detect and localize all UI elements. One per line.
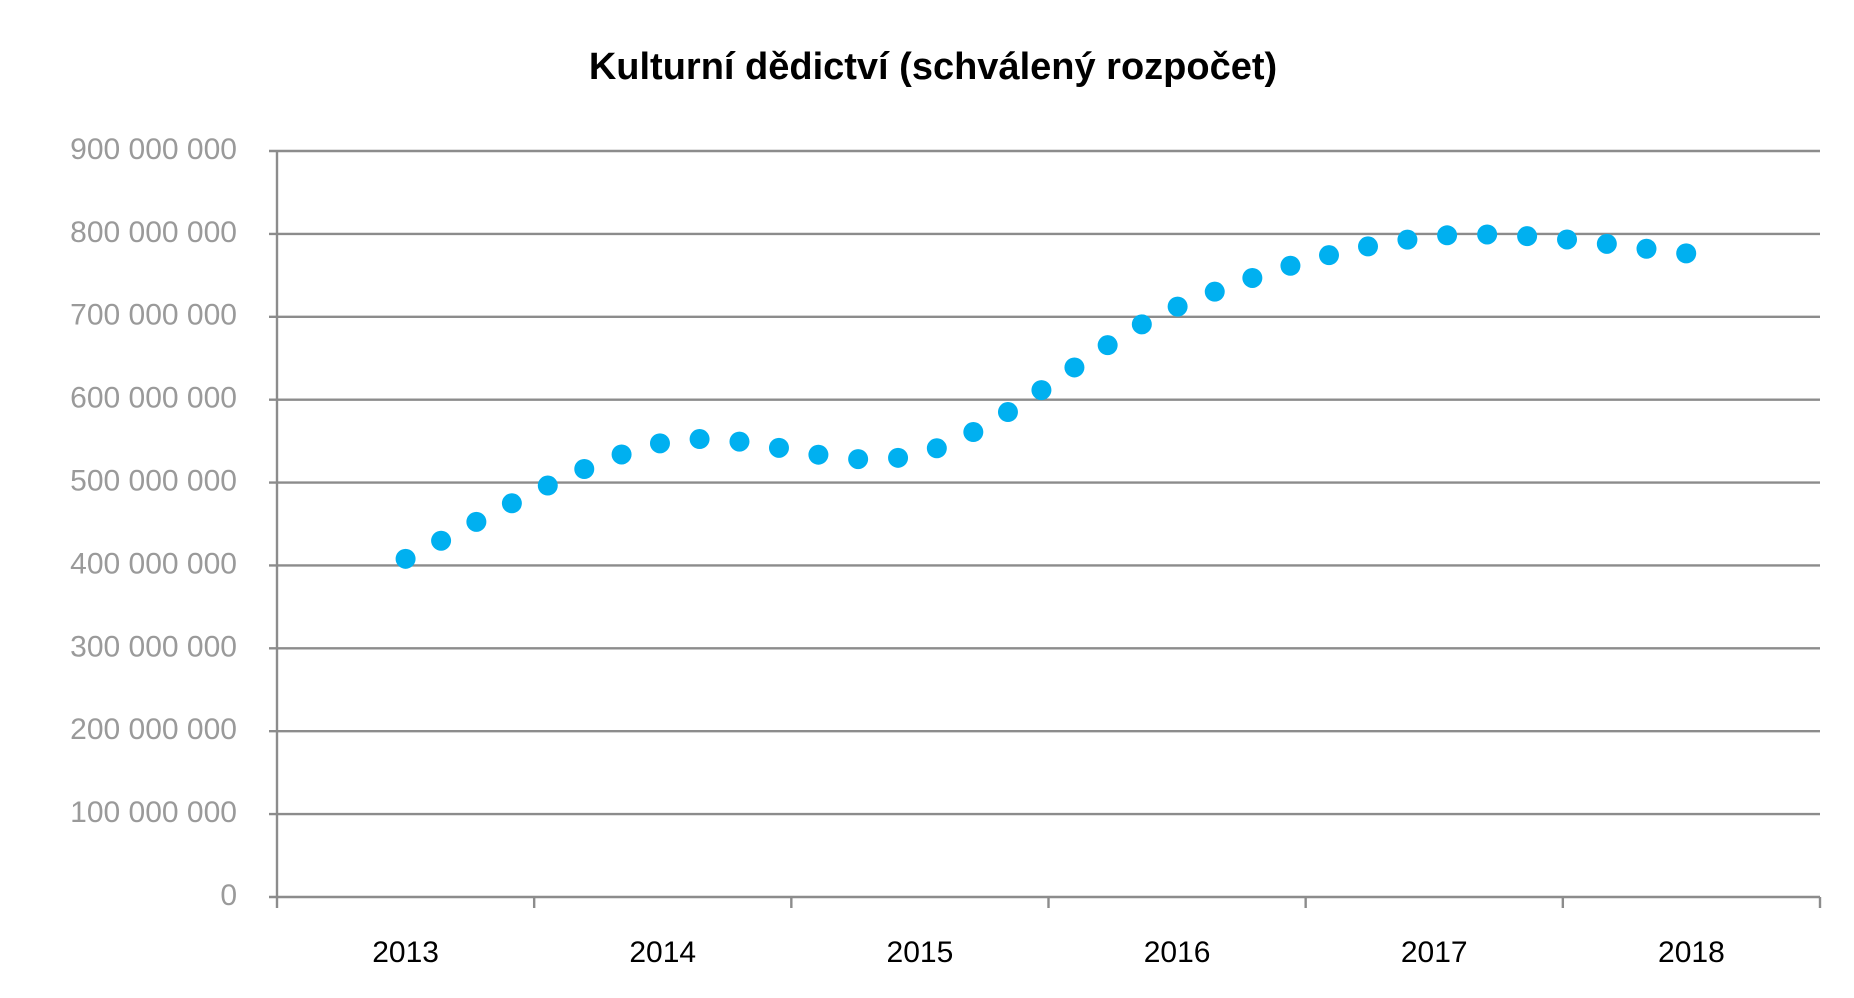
- x-tick-label: 2013: [372, 936, 439, 969]
- y-tick-label: 100 000 000: [70, 796, 237, 829]
- y-tick-label: 0: [220, 879, 237, 912]
- y-tick-label: 900 000 000: [70, 133, 237, 166]
- y-tick-label: 800 000 000: [70, 216, 237, 249]
- y-tick-label: 500 000 000: [70, 464, 237, 497]
- chart-title: Kulturní dědictví (schválený rozpočet): [589, 46, 1277, 88]
- y-tick-label: 400 000 000: [70, 547, 237, 580]
- x-tick-label: 2018: [1658, 936, 1725, 969]
- y-tick-label: 300 000 000: [70, 630, 237, 663]
- x-tick-label: 2014: [629, 936, 696, 969]
- x-tick-label: 2017: [1401, 936, 1468, 969]
- x-tick-label: 2015: [887, 936, 954, 969]
- y-tick-label: 200 000 000: [70, 713, 237, 746]
- x-tick-label: 2016: [1144, 936, 1211, 969]
- y-tick-label: 700 000 000: [70, 299, 237, 332]
- y-tick-label: 600 000 000: [70, 382, 237, 415]
- data-line: [395, 224, 1702, 569]
